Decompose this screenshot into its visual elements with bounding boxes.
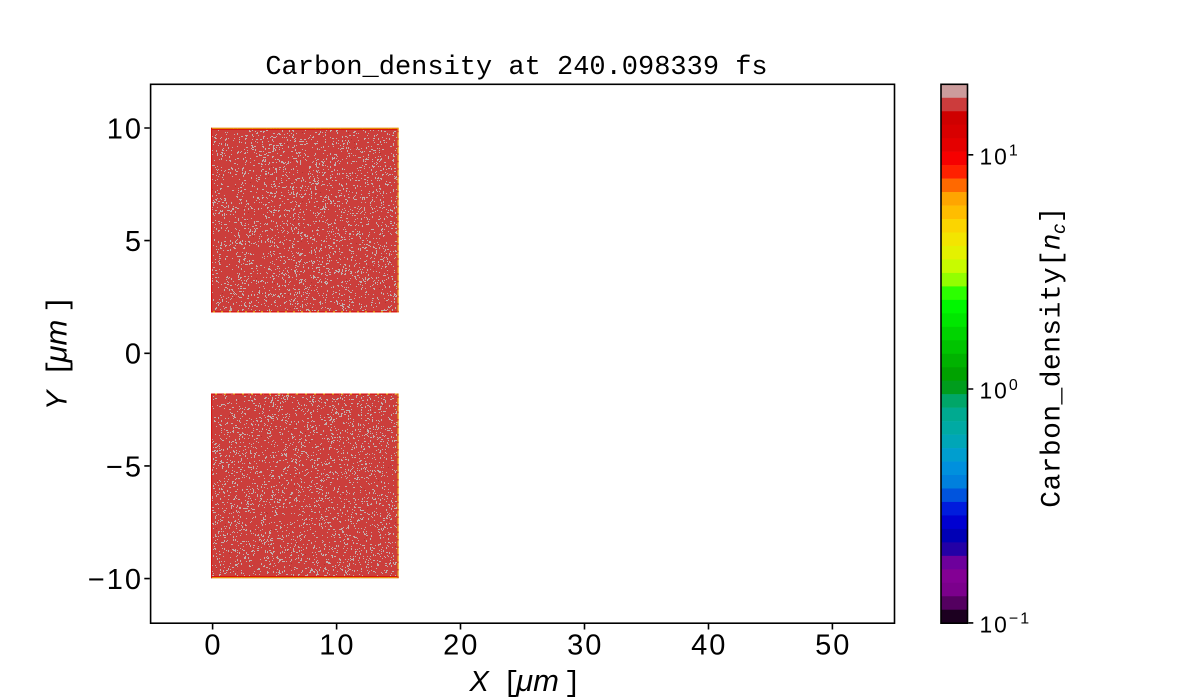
svg-text:−10: −10	[88, 564, 143, 596]
svg-text:[: [	[503, 667, 520, 700]
svg-text:0: 0	[204, 630, 222, 662]
svg-text:10−1: 10−1	[980, 611, 1032, 638]
svg-text:Y: Y	[42, 388, 74, 410]
svg-text:X: X	[469, 666, 491, 698]
svg-text:μm: μm	[39, 320, 74, 364]
svg-text:0: 0	[125, 339, 143, 371]
svg-text:]: ]	[43, 296, 76, 313]
svg-text:10: 10	[107, 113, 143, 145]
svg-text:μm: μm	[515, 663, 559, 698]
svg-text:Carbon_density[nc]: Carbon_density[nc]	[1035, 206, 1071, 507]
svg-text:30: 30	[567, 630, 603, 662]
svg-text:[: [	[43, 359, 76, 376]
svg-text:40: 40	[691, 630, 727, 662]
svg-text:−5: −5	[106, 451, 143, 483]
svg-text:20: 20	[443, 630, 479, 662]
svg-text:]: ]	[564, 667, 581, 700]
svg-text:5: 5	[125, 226, 143, 258]
svg-text:Carbon_density at 240.098339 f: Carbon_density at 240.098339 fs	[265, 53, 767, 83]
svg-text:50: 50	[815, 630, 851, 662]
svg-text:10: 10	[319, 630, 355, 662]
